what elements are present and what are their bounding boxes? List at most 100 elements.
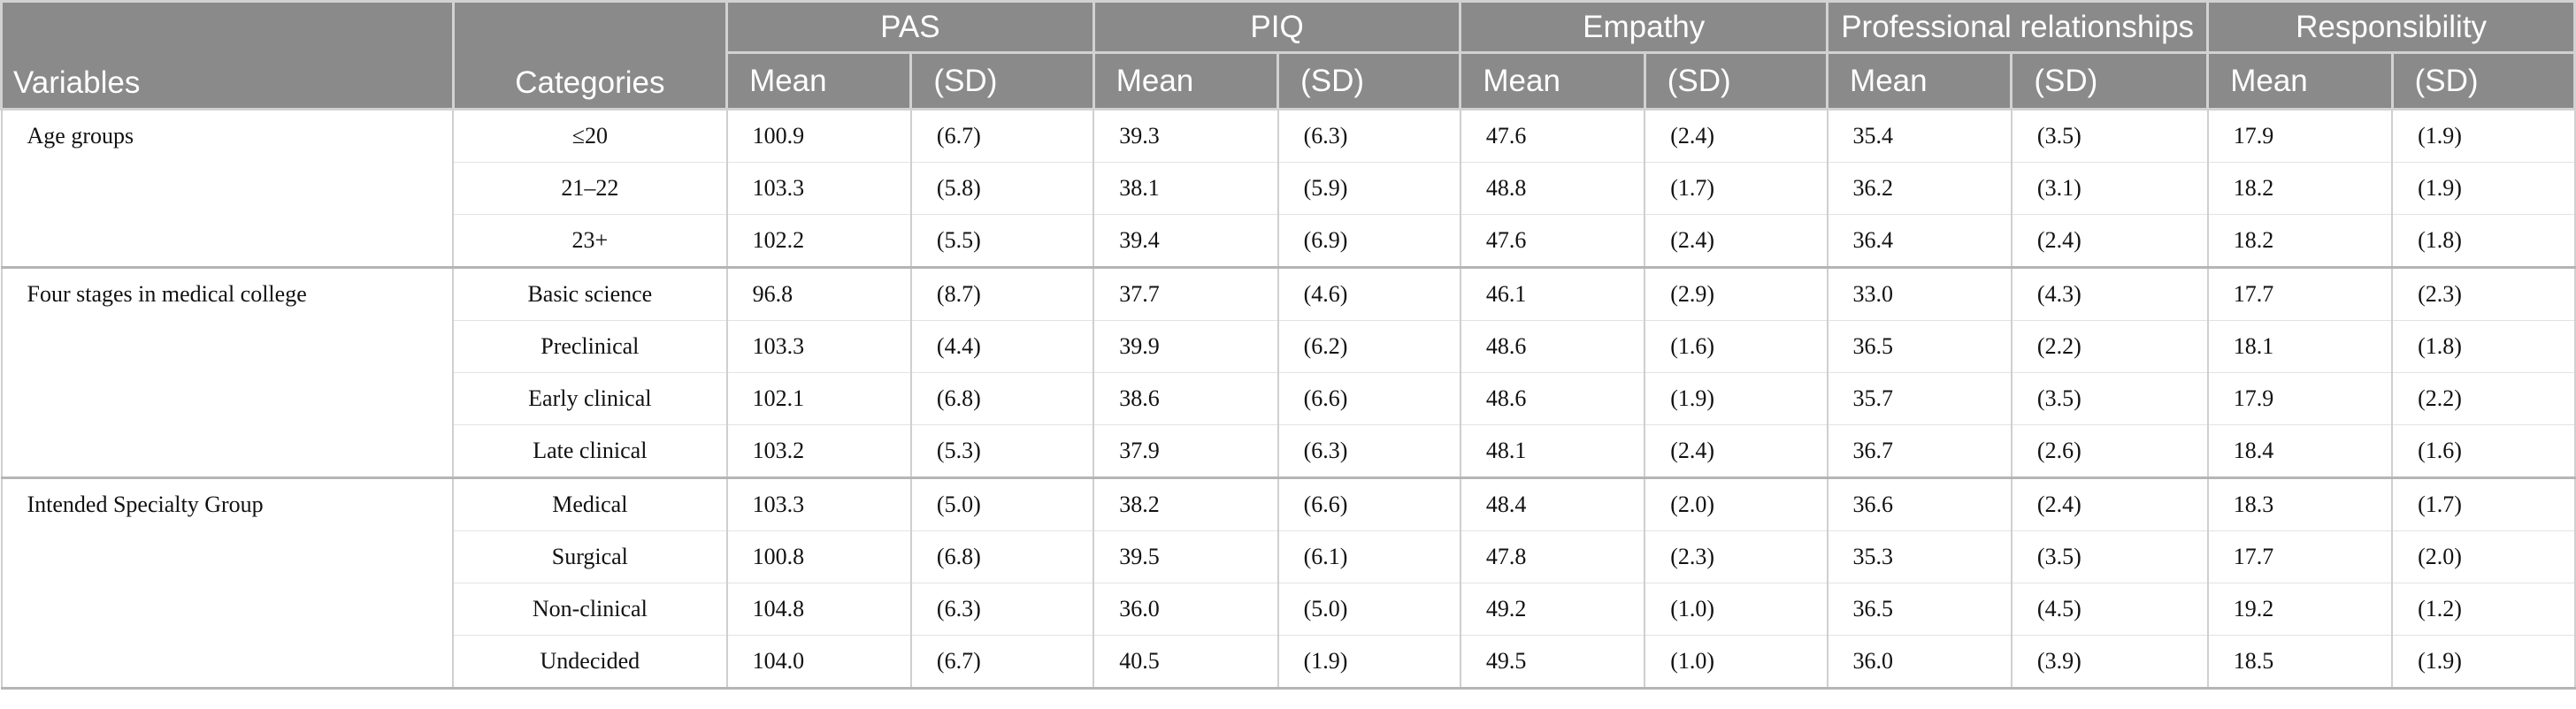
sd-cell: (2.4): [1644, 109, 1828, 163]
mean-cell: 47.6: [1459, 109, 1646, 163]
sd-cell: (1.8): [2391, 320, 2576, 373]
sd-cell: (1.9): [1276, 635, 1461, 690]
sd-cell: (6.7): [909, 109, 1095, 163]
sd-cell: (6.6): [1276, 372, 1461, 425]
category-cell: Preclinical: [452, 320, 728, 373]
sd-cell: (6.6): [1276, 476, 1461, 531]
mean-cell: 18.5: [2206, 635, 2394, 690]
mean-cell: 18.2: [2206, 162, 2394, 215]
sd-cell: (6.9): [1276, 214, 1461, 268]
header-sd: (SD): [2390, 51, 2576, 111]
mean-cell: 103.3: [725, 476, 912, 531]
sd-cell: (1.8): [2391, 214, 2576, 268]
sd-cell: (6.7): [909, 635, 1095, 690]
category-cell: 23+: [452, 214, 728, 268]
category-cell: Medical: [452, 476, 728, 531]
mean-cell: 104.0: [725, 635, 912, 690]
mean-cell: 48.6: [1459, 372, 1646, 425]
sd-cell: (2.3): [2391, 266, 2576, 321]
mean-cell: 36.4: [1826, 214, 2012, 268]
sd-cell: (4.4): [909, 320, 1095, 373]
sd-cell: (6.3): [1276, 109, 1461, 163]
mean-cell: 47.6: [1459, 214, 1646, 268]
table-row: Age groups ≤20 100.9 (6.7) 39.3 (6.3) 47.6 (2.4…: [0, 109, 2576, 269]
mean-cell: 102.2: [725, 214, 912, 268]
sd-cell: (2.3): [1644, 530, 1828, 583]
sd-cell: (5.0): [1276, 583, 1461, 636]
category-cell: Basic science: [452, 266, 728, 321]
mean-cell: 35.3: [1826, 530, 2012, 583]
mean-cell: 104.8: [725, 583, 912, 636]
mean-cell: 48.6: [1459, 320, 1646, 373]
mean-cell: 100.9: [725, 109, 912, 163]
mean-cell: 36.0: [1826, 635, 2012, 690]
mean-cell: 36.5: [1826, 583, 2012, 636]
mean-cell: 39.9: [1092, 320, 1279, 373]
mean-cell: 18.4: [2206, 424, 2394, 478]
table-row: 21–22 103.3 (5.8) 38.1 (5.9) 48.8 (1.7) 36.2 (3.…: [2, 162, 2576, 215]
mean-cell: 40.5: [1092, 635, 1279, 690]
sd-cell: (2.9): [1644, 266, 1828, 321]
header-sd: (SD): [1276, 51, 1462, 111]
header-group-responsibility: Responsibility: [2206, 0, 2576, 54]
sd-cell: (2.0): [2391, 530, 2576, 583]
sd-cell: (6.2): [1276, 320, 1461, 373]
mean-cell: 38.1: [1092, 162, 1279, 215]
sd-cell: (4.6): [1276, 266, 1461, 321]
mean-cell: 48.1: [1459, 424, 1646, 478]
sd-cell: (6.3): [909, 583, 1095, 636]
mean-cell: 36.5: [1826, 320, 2012, 373]
mean-cell: 35.4: [1826, 109, 2012, 163]
sd-cell: (2.2): [2010, 320, 2209, 373]
sd-cell: (1.9): [1644, 372, 1828, 425]
category-cell: Undecided: [452, 635, 728, 690]
header-categories: Categories: [451, 0, 729, 111]
results-table: Variables Categories PAS PIQ Empathy Pro…: [0, 0, 2576, 690]
sd-cell: (2.6): [2010, 424, 2209, 478]
mean-cell: 46.1: [1459, 266, 1646, 321]
category-cell: Early clinical: [452, 372, 728, 425]
mean-cell: 18.1: [2206, 320, 2394, 373]
mean-cell: 47.8: [1459, 530, 1646, 583]
sd-cell: (5.5): [909, 214, 1095, 268]
sd-cell: (5.9): [1276, 162, 1461, 215]
header-group-pas: PAS: [725, 0, 1095, 54]
sd-cell: (3.9): [2010, 635, 2209, 690]
mean-cell: 17.7: [2206, 530, 2394, 583]
mean-cell: 103.3: [725, 162, 912, 215]
mean-cell: 39.3: [1092, 109, 1279, 163]
header-mean: Mean: [1459, 51, 1646, 111]
mean-cell: 103.3: [725, 320, 912, 373]
table-row: Late clinical 103.2 (5.3) 37.9 (6.3) 48.1 (2.4…: [2, 424, 2576, 478]
mean-cell: 49.5: [1459, 635, 1646, 690]
sd-cell: (2.0): [1644, 476, 1828, 531]
mean-cell: 38.2: [1092, 476, 1279, 531]
header-group-piq: PIQ: [1092, 0, 1462, 54]
mean-cell: 36.2: [1826, 162, 2012, 215]
mean-cell: 17.9: [2206, 109, 2394, 163]
sd-cell: (3.1): [2010, 162, 2209, 215]
mean-cell: 49.2: [1459, 583, 1646, 636]
sd-cell: (6.8): [909, 530, 1095, 583]
variable-cell: Age groups: [0, 109, 455, 269]
mean-cell: 19.2: [2206, 583, 2394, 636]
mean-cell: 36.0: [1092, 583, 1279, 636]
category-cell: Late clinical: [452, 424, 728, 478]
sd-cell: (3.5): [2010, 372, 2209, 425]
sd-cell: (1.6): [1644, 320, 1828, 373]
mean-cell: 35.7: [1826, 372, 2012, 425]
header-mean: Mean: [725, 51, 913, 111]
table-row: Intended Specialty Group Medical 103.3 (5.0…: [0, 476, 2576, 690]
mean-cell: 38.6: [1092, 372, 1279, 425]
table-row: Surgical 100.8 (6.8) 39.5 (6.1) 47.8 (2.3) 35.3…: [2, 530, 2576, 583]
sd-cell: (1.2): [2391, 583, 2576, 636]
mean-cell: 37.7: [1092, 266, 1279, 321]
mean-cell: 103.2: [725, 424, 912, 478]
table-body: Age groups ≤20 100.9 (6.7) 39.3 (6.3) 47.6 (2.4…: [0, 109, 2576, 690]
sd-cell: (1.7): [2391, 476, 2576, 531]
table-row: Four stages in medical college Basic scie…: [0, 266, 2576, 479]
header-variables: Variables: [0, 0, 455, 111]
sd-cell: (2.4): [1644, 214, 1828, 268]
sd-cell: (1.0): [1644, 583, 1828, 636]
header-mean: Mean: [1826, 51, 2013, 111]
